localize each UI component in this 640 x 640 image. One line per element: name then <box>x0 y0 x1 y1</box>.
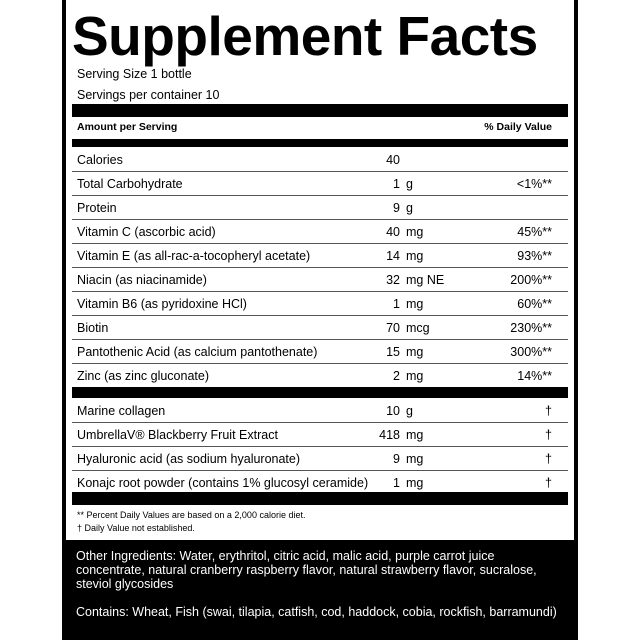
amount-header: Amount per Serving <box>77 121 178 133</box>
nutrient-unit: mg <box>406 452 424 466</box>
nutrient-row: Pantothenic Acid (as calcium pantothenat… <box>72 340 568 364</box>
divider-thick <box>72 139 568 147</box>
nutrient-dv: 60%** <box>517 297 552 311</box>
nutrient-amount: 9 <box>393 452 400 466</box>
allergen-contains: Contains: Wheat, Fish (swai, tilapia, ca… <box>76 605 557 619</box>
nutrient-name: Vitamin E (as all-rac-a-tocopheryl aceta… <box>77 249 311 263</box>
nutrient-amount: 14 <box>386 249 400 263</box>
nutrient-row: Vitamin B6 (as pyridoxine HCl) 1 mg 60%** <box>72 292 568 316</box>
servings-per-container: Servings per container 10 <box>77 88 220 102</box>
serving-size: Serving Size 1 bottle <box>77 67 192 81</box>
nutrient-row: Niacin (as niacinamide) 32 mg NE 200%** <box>72 268 568 292</box>
nutrient-unit: g <box>406 404 413 418</box>
nutrient-amount: 9 <box>393 201 400 215</box>
nutrient-name: Hyaluronic acid (as sodium hyaluronate) <box>77 452 301 466</box>
nutrient-dv: 230%** <box>510 321 552 335</box>
nutrient-row: Calories 40 <box>72 148 568 172</box>
nutrient-name: Calories <box>77 153 123 167</box>
footnote-dv: ** Percent Daily Values are based on a 2… <box>77 510 306 520</box>
nutrient-name: Zinc (as zinc gluconate) <box>77 369 210 383</box>
nutrient-amount: 15 <box>386 345 400 359</box>
nutrient-unit: mg <box>406 369 424 383</box>
nutrient-row: UmbrellaV® Blackberry Fruit Extract 418 mg… <box>72 423 568 447</box>
nutrient-unit: mg <box>406 297 424 311</box>
nutrient-unit: g <box>406 201 413 215</box>
other-ingredients: Other Ingredients: Water, erythritol, ci… <box>76 549 537 591</box>
nutrient-row: Biotin 70 mcg 230%** <box>72 316 568 340</box>
nutrient-amount: 418 <box>379 428 400 442</box>
nutrient-row: Konajc root powder (contains 1% glucosyl… <box>72 471 568 495</box>
nutrient-amount: 32 <box>386 273 400 287</box>
divider-thick <box>72 387 568 398</box>
nutrient-unit: mg <box>406 225 424 239</box>
nutrient-dv: <1%** <box>516 177 552 191</box>
nutrient-dv: 93%** <box>517 249 552 263</box>
nutrient-unit: mg <box>406 428 424 442</box>
nutrient-dv: † <box>545 428 552 442</box>
divider-thick <box>72 492 568 505</box>
nutrient-amount: 1 <box>393 177 400 191</box>
nutrient-name: Total Carbohydrate <box>77 177 183 191</box>
nutrient-name: Vitamin C (ascorbic acid) <box>77 225 216 239</box>
nutrient-dv: 300%** <box>510 345 552 359</box>
nutrient-name: Konajc root powder (contains 1% glucosyl… <box>77 476 369 490</box>
nutrient-name: Niacin (as niacinamide) <box>77 273 207 287</box>
footnote-dagger: † Daily Value not established. <box>77 523 195 533</box>
divider-thick <box>72 104 568 117</box>
nutrient-dv: † <box>545 476 552 490</box>
nutrient-unit: mg <box>406 249 424 263</box>
panel-title: Supplement Facts <box>72 5 538 67</box>
supplement-facts-panel <box>62 0 578 544</box>
nutrient-unit: g <box>406 177 413 191</box>
nutrient-amount: 1 <box>393 476 400 490</box>
nutrient-row: Zinc (as zinc gluconate) 2 mg 14%** <box>72 364 568 388</box>
nutrient-dv: 45%** <box>517 225 552 239</box>
nutrient-amount: 40 <box>386 225 400 239</box>
footer: Other Ingredients: Water, erythritol, ci… <box>62 540 578 640</box>
nutrient-name: Marine collagen <box>77 404 166 418</box>
nutrient-amount: 1 <box>393 297 400 311</box>
dv-header: % Daily Value <box>484 121 552 133</box>
nutrient-unit: mcg <box>406 321 430 335</box>
nutrient-name: UmbrellaV® Blackberry Fruit Extract <box>77 428 278 442</box>
nutrient-name: Protein <box>77 201 117 215</box>
nutrient-row: Hyaluronic acid (as sodium hyaluronate) 9… <box>72 447 568 471</box>
nutrient-dv: 14%** <box>517 369 552 383</box>
nutrient-name: Pantothenic Acid (as calcium pantothenat… <box>77 345 318 359</box>
nutrient-dv: 200%** <box>510 273 552 287</box>
nutrient-unit: mg NE <box>406 273 445 287</box>
nutrient-row: Vitamin E (as all-rac-a-tocopheryl aceta… <box>72 244 568 268</box>
nutrient-amount: 40 <box>386 153 400 167</box>
nutrient-amount: 70 <box>386 321 400 335</box>
nutrient-row: Total Carbohydrate 1 g <1%** <box>72 172 568 196</box>
nutrient-name: Vitamin B6 (as pyridoxine HCl) <box>77 297 247 311</box>
nutrient-amount: 2 <box>393 369 400 383</box>
nutrient-dv: † <box>545 452 552 466</box>
nutrient-row: Protein 9 g <box>72 196 568 220</box>
nutrient-amount: 10 <box>386 404 400 418</box>
nutrient-row: Vitamin C (ascorbic acid) 40 mg 45%** <box>72 220 568 244</box>
nutrient-dv: † <box>545 404 552 418</box>
nutrient-unit: mg <box>406 476 424 490</box>
nutrient-unit: mg <box>406 345 424 359</box>
nutrient-row: Marine collagen 10 g † <box>72 399 568 423</box>
nutrient-name: Biotin <box>77 321 109 335</box>
